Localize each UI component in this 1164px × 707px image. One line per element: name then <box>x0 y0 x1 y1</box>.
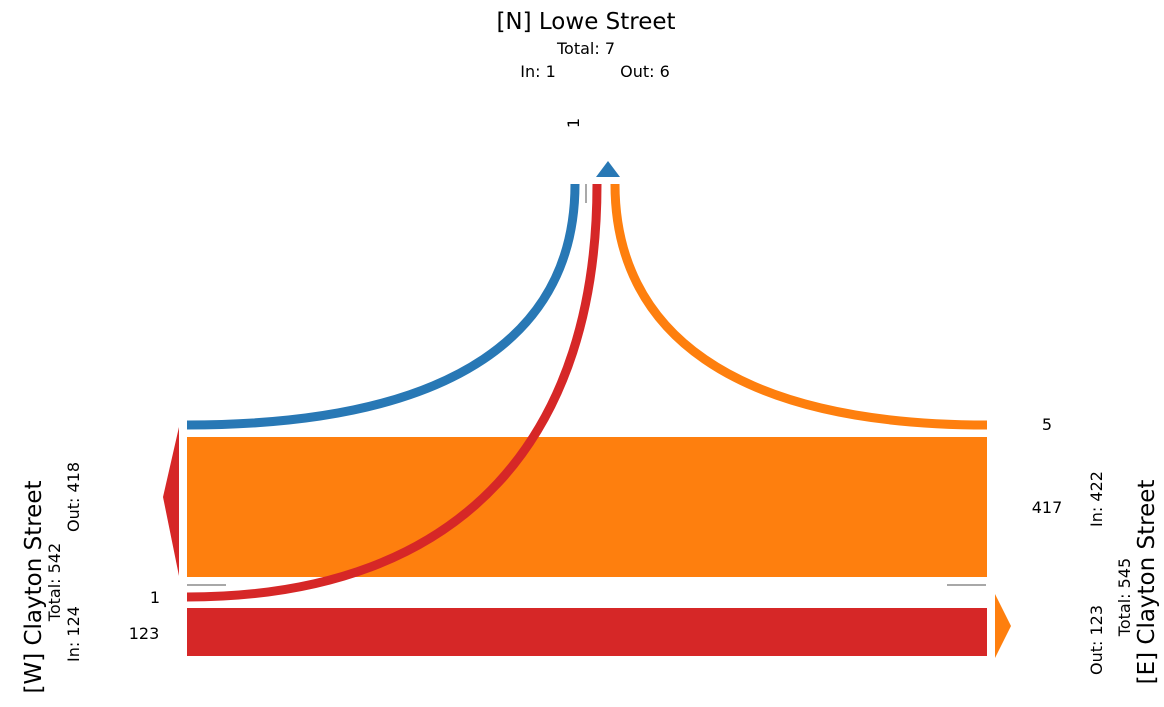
flow-west-to-north <box>186 183 602 602</box>
north-road-name: [N] Lowe Street <box>496 9 675 35</box>
north-in: In: 1 <box>520 62 556 81</box>
west-flow-label-bottom: 123 <box>129 624 160 643</box>
flow-east-to-west-band <box>187 437 987 577</box>
flow-west-to-east-band <box>187 608 987 656</box>
west-road-name: [W] Clayton Street <box>21 480 47 693</box>
east-arrow-icon <box>995 594 1011 658</box>
north-flow-label: 1 <box>564 118 583 128</box>
east-flow-label-bottom: 417 <box>1032 498 1063 517</box>
west-in: In: 124 <box>64 606 83 662</box>
flow-north-to-west <box>186 183 580 430</box>
east-flow-label-top: 5 <box>1042 415 1052 434</box>
west-arrow-icon <box>163 427 179 576</box>
east-road-name: [E] Clayton Street <box>1134 480 1160 685</box>
west-flow-label-top: 1 <box>150 588 160 607</box>
north-total: Total: 7 <box>556 39 615 58</box>
east-out: Out: 123 <box>1087 605 1106 675</box>
west-total: Total: 542 <box>45 543 64 622</box>
east-in: In: 422 <box>1087 471 1106 527</box>
north-arrow-icon <box>596 161 620 177</box>
flow-east-to-north <box>610 183 988 430</box>
west-out: Out: 418 <box>64 462 83 532</box>
east-total: Total: 545 <box>1115 558 1134 637</box>
north-out: Out: 6 <box>620 62 670 81</box>
